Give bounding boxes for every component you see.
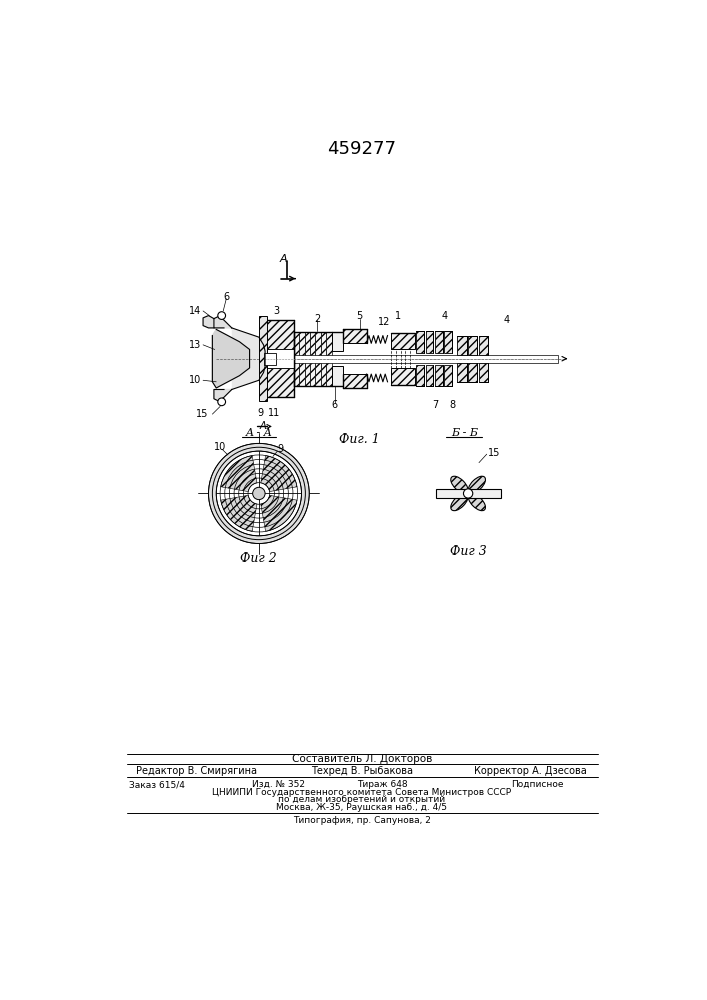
Bar [259,316,267,401]
Bar [264,355,558,363]
Bar [468,336,477,355]
Bar [264,353,276,365]
Bar [416,365,424,386]
Text: 7: 7 [433,400,439,410]
Bar [479,336,489,355]
Wedge shape [261,456,297,492]
Text: 459277: 459277 [327,140,397,158]
Ellipse shape [468,494,486,511]
Text: A: A [259,421,266,431]
Text: ЦНИИПИ Государственного комитета Совета Министров СССР: ЦНИИПИ Государственного комитета Совета … [212,788,511,797]
Ellipse shape [451,494,468,511]
Bar [293,332,299,386]
Bar [444,365,452,386]
Text: 10: 10 [189,375,201,385]
Circle shape [218,312,226,319]
Bar [392,333,414,349]
Text: Тираж 648: Тираж 648 [358,780,408,789]
Bar [305,332,310,386]
Bar [416,331,424,353]
Text: 6: 6 [332,400,338,410]
Bar [344,374,367,388]
Text: Составитель Л. Докторов: Составитель Л. Докторов [292,754,432,764]
Text: Фиг 2: Фиг 2 [240,552,277,565]
Bar [479,363,489,382]
Text: Редактор В. Смирягина: Редактор В. Смирягина [136,766,257,776]
Bar [263,320,293,349]
Bar [344,329,367,343]
Text: 4: 4 [442,311,448,321]
Text: по делам изобретений и открытий: по делам изобретений и открытий [279,795,445,804]
Text: 6: 6 [223,292,229,302]
Wedge shape [221,495,257,531]
Bar [332,332,344,351]
Polygon shape [203,316,214,328]
Ellipse shape [451,476,468,493]
Text: A - A: A - A [245,428,272,438]
Bar [392,368,414,385]
Bar [457,336,467,355]
Wedge shape [221,456,257,492]
Bar [263,349,293,368]
Bar [310,332,315,386]
Polygon shape [212,329,250,388]
Text: 10: 10 [214,442,226,452]
Text: Подписное: Подписное [512,780,564,789]
Bar [468,363,477,382]
Bar [436,489,501,498]
Bar [426,365,433,386]
Text: Корректор А. Дзесова: Корректор А. Дзесова [474,766,587,776]
Ellipse shape [468,476,486,493]
Polygon shape [232,328,265,389]
Text: A: A [280,254,288,264]
Text: Москва, Ж-35, Раушская наб., д. 4/5: Москва, Ж-35, Раушская наб., д. 4/5 [276,803,448,812]
Polygon shape [214,389,232,401]
Text: 13: 13 [189,340,201,350]
Text: 8: 8 [450,400,456,410]
Bar [263,368,293,397]
Text: 11: 11 [268,408,281,418]
Text: Техред В. Рыбакова: Техред В. Рыбакова [311,766,413,776]
Text: Фиг. 1: Фиг. 1 [339,433,380,446]
Text: 5: 5 [356,311,363,321]
Bar [332,366,344,386]
Circle shape [464,489,473,498]
Bar [435,365,443,386]
Text: Типография, пр. Сапунова, 2: Типография, пр. Сапунова, 2 [293,816,431,825]
Text: Фиг 3: Фиг 3 [450,545,486,558]
Circle shape [218,398,226,406]
Text: 14: 14 [189,306,201,316]
Text: Изд. № 352: Изд. № 352 [252,780,305,789]
Polygon shape [214,316,232,328]
Text: 3: 3 [274,306,280,316]
Text: 9: 9 [278,444,284,454]
Text: 9: 9 [257,408,264,418]
Text: 1: 1 [395,311,402,321]
Bar [299,332,305,386]
Text: Б - Б: Б - Б [451,428,478,438]
Bar [327,332,332,386]
Circle shape [252,487,265,500]
Text: 12: 12 [378,317,390,327]
Wedge shape [261,495,297,531]
Text: 15: 15 [196,409,209,419]
Text: Заказ 615/4: Заказ 615/4 [129,780,185,789]
Bar [444,331,452,353]
Text: 4: 4 [504,315,510,325]
Bar [426,331,433,353]
Text: 2: 2 [314,314,320,324]
Text: 15: 15 [488,448,500,458]
Wedge shape [209,443,309,544]
Bar [435,331,443,353]
Bar [321,332,327,386]
Bar [457,363,467,382]
Bar [315,332,321,386]
